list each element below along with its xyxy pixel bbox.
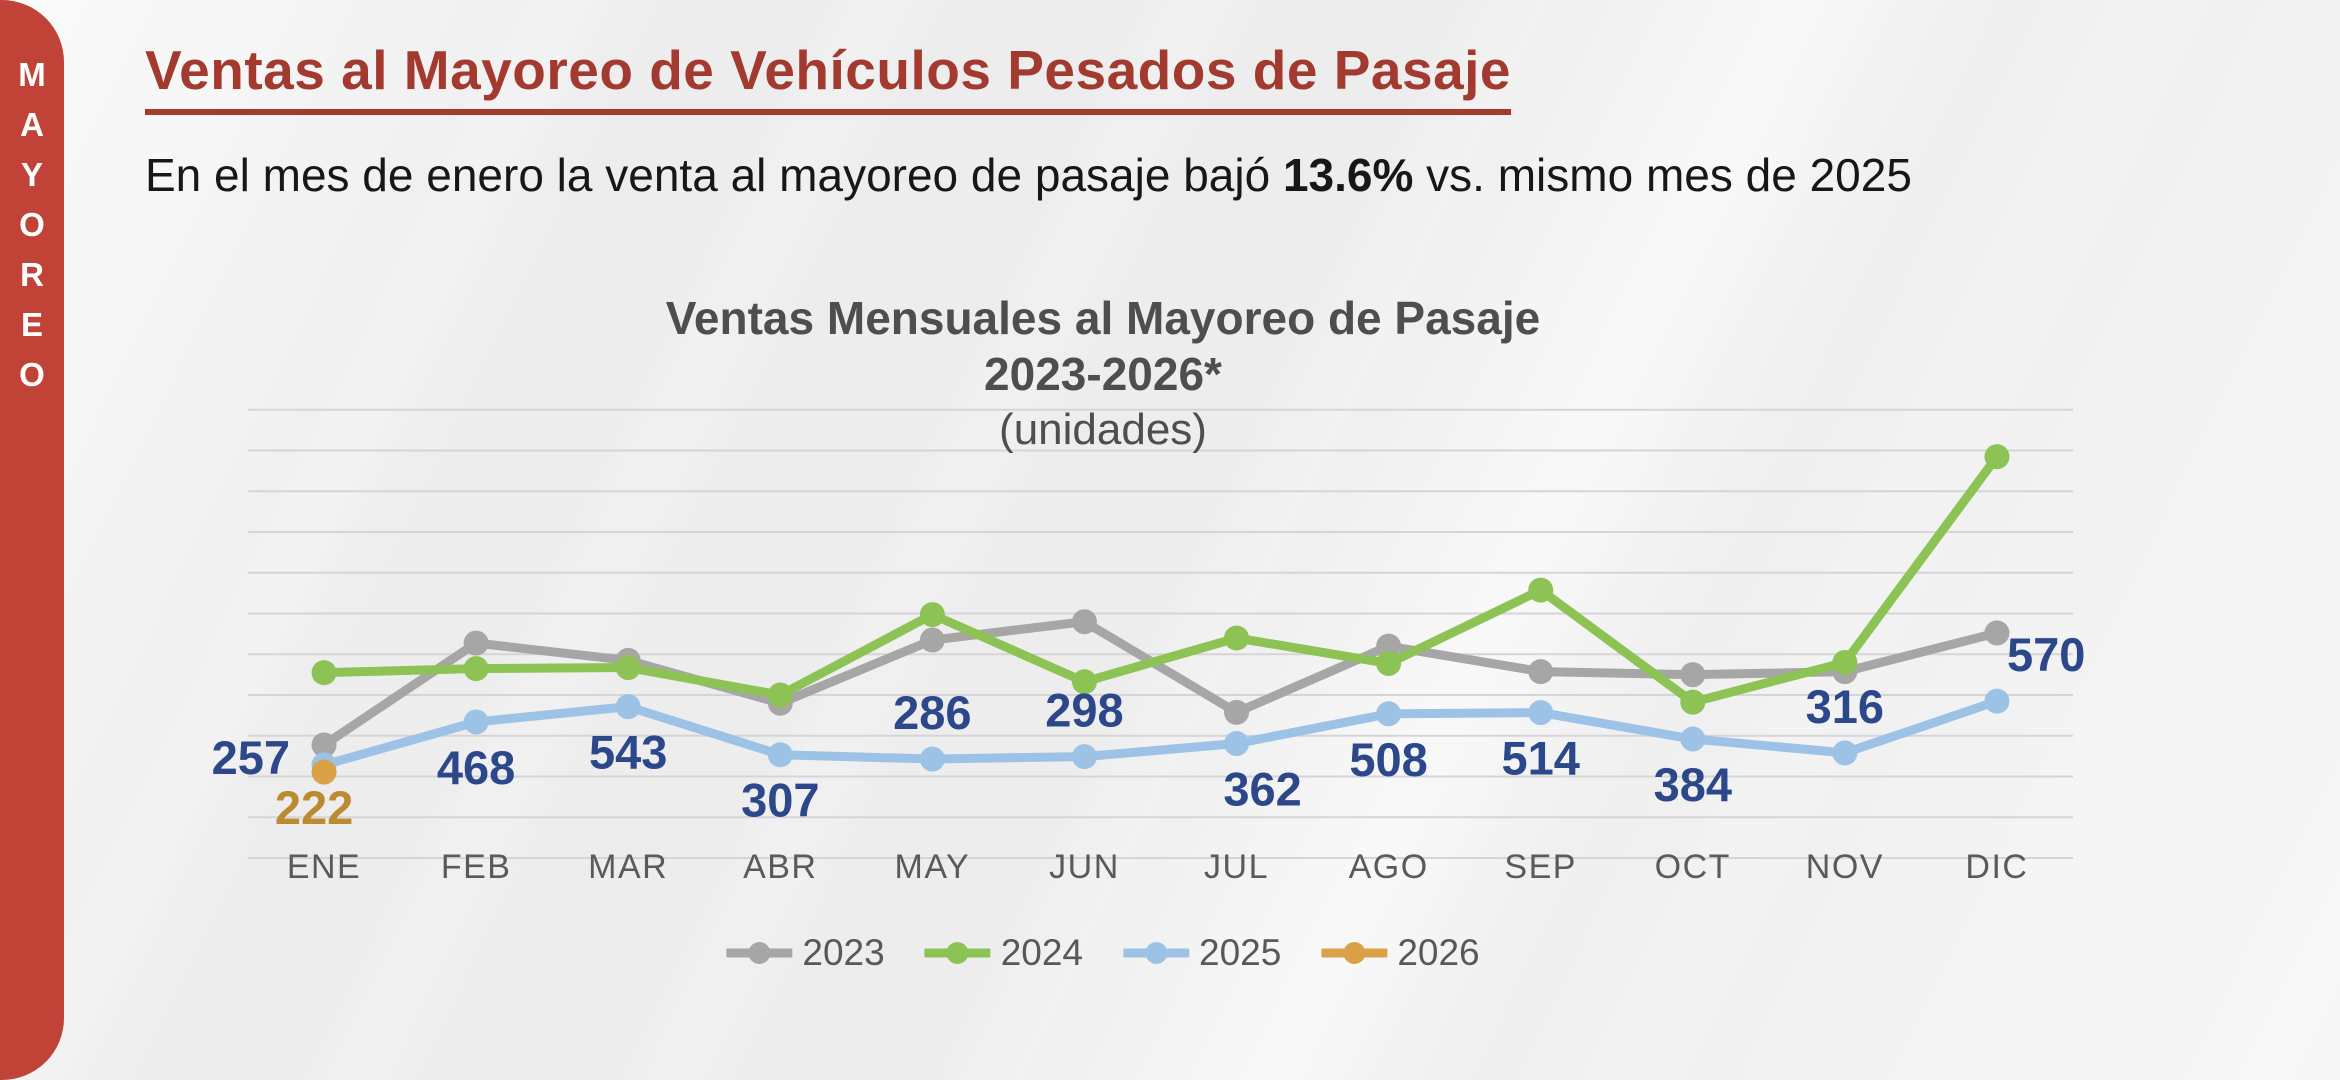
point-2025-JUL: [1224, 731, 1250, 757]
legend-marker-2023: [726, 942, 793, 964]
sidebar-letter-2: Y: [20, 156, 43, 193]
point-2024-DIC: [1984, 444, 2010, 470]
subtitle-percentage: 13.6%: [1282, 149, 1414, 201]
data-label-2025-ABR: 307: [741, 774, 819, 827]
x-tick-FEB: FEB: [441, 848, 512, 886]
data-label-2025-SEP: 514: [1501, 732, 1579, 785]
x-tick-ENE: ENE: [287, 848, 361, 886]
subtitle-suffix: vs. mismo mes de 2025: [1413, 149, 1912, 201]
legend-item-2026: 2026: [1321, 932, 1480, 974]
point-2024-SEP: [1528, 577, 1554, 603]
data-label-2025-NOV: 316: [1806, 680, 1884, 733]
point-2025-MAY: [919, 746, 945, 772]
page-title: Ventas al Mayoreo de Vehículos Pesados d…: [145, 38, 1512, 115]
data-label-2025-JUL: 362: [1223, 763, 1301, 816]
point-2025-FEB: [463, 709, 489, 735]
legend-marker-2024: [924, 942, 991, 964]
point-2023-MAY: [919, 627, 945, 653]
point-2024-FEB: [463, 656, 489, 682]
line-2023: [319, 617, 2002, 750]
x-tick-AGO: AGO: [1349, 848, 1429, 886]
legend-label-2024: 2024: [1000, 932, 1083, 973]
subtitle-prefix: En el mes de enero la venta al mayoreo d…: [145, 149, 1283, 201]
point-2026-ENE: [311, 759, 337, 785]
sidebar-letter-3: O: [19, 206, 45, 243]
data-label-2025-FEB: 468: [437, 741, 515, 794]
data-label-2025-ENE: 257: [212, 731, 290, 784]
data-label-2025-AGO: 508: [1349, 733, 1427, 786]
point-2023-JUL: [1224, 699, 1250, 725]
point-2025-ABR: [767, 742, 793, 768]
x-tick-OCT: OCT: [1655, 848, 1731, 886]
legend-dot-2025: [1145, 942, 1167, 964]
point-2025-MAR: [615, 694, 641, 720]
data-label-2025-MAY: 286: [893, 686, 971, 739]
data-label-2026-ENE: 222: [275, 781, 353, 834]
point-2024-MAR: [615, 655, 641, 681]
sidebar-letter-1: A: [20, 106, 44, 143]
data-label-2025-DIC: 570: [2007, 628, 2085, 681]
legend-item-2023: 2023: [726, 932, 885, 974]
point-2024-ENE: [311, 660, 337, 686]
point-2024-OCT: [1680, 689, 1706, 715]
legend-dot-2023: [748, 942, 771, 964]
data-label-2025-JUN: 298: [1045, 684, 1123, 737]
point-2025-DIC: [1984, 688, 2010, 714]
point-2023-DIC: [1984, 620, 2010, 646]
point-2025-JUN: [1071, 744, 1097, 770]
point-2023-ENE: [311, 732, 337, 758]
point-2024-ABR: [767, 682, 793, 708]
point-2023-FEB: [463, 630, 489, 656]
point-2024-JUN: [1071, 669, 1097, 695]
x-tick-MAY: MAY: [895, 848, 971, 886]
line-2024: [319, 452, 2002, 707]
legend-dot-2024: [946, 942, 969, 964]
x-tick-SEP: SEP: [1504, 848, 1577, 886]
legend-marker-2026: [1321, 942, 1388, 964]
point-2024-AGO: [1376, 650, 1402, 676]
x-tick-MAR: MAR: [588, 848, 668, 886]
point-2024-JUL: [1224, 625, 1250, 651]
x-tick-ABR: ABR: [743, 848, 817, 886]
point-2025-NOV: [1832, 740, 1858, 766]
point-2023-OCT: [1680, 662, 1706, 688]
legend-label-2025: 2025: [1199, 932, 1282, 973]
sidebar-letter-6: O: [19, 356, 45, 393]
subtitle: En el mes de enero la venta al mayoreo d…: [145, 146, 2155, 206]
legend-item-2025: 2025: [1123, 932, 1281, 974]
legend-marker-2025: [1123, 942, 1189, 964]
point-2025-AGO: [1376, 701, 1402, 727]
legend-label-2026: 2026: [1397, 932, 1480, 973]
chart-title-line1: Ventas Mensuales al Mayoreo de Pasaje: [665, 292, 1541, 344]
legend-dot-2026: [1343, 942, 1366, 964]
data-label-2025-OCT: 384: [1654, 758, 1732, 811]
sidebar-letter-5: E: [20, 306, 43, 343]
sidebar-letter-0: M: [18, 56, 46, 93]
x-tick-NOV: NOV: [1806, 848, 1884, 886]
legend-item-2024: 2024: [924, 932, 1083, 974]
data-label-2025-MAR: 543: [589, 726, 667, 779]
point-2024-MAY: [919, 602, 945, 628]
line-2025: [319, 696, 2002, 770]
point-2023-JUN: [1071, 609, 1097, 635]
chart-title: Ventas Mensuales al Mayoreo de Pasaje 20…: [666, 290, 1540, 458]
point-2023-AGO: [1376, 633, 1402, 659]
legend-label-2023: 2023: [802, 932, 885, 973]
chart-title-units: (unidades): [999, 405, 1207, 454]
x-tick-JUL: JUL: [1204, 848, 1269, 886]
point-2025-SEP: [1528, 700, 1554, 726]
sidebar-letter-4: R: [20, 256, 44, 293]
chart-legend: 2023 2024 2025 2026: [726, 932, 1480, 974]
point-2023-SEP: [1528, 659, 1554, 685]
chart-title-line2: 2023-2026*: [984, 348, 1222, 400]
point-2024-NOV: [1832, 649, 1858, 675]
x-tick-DIC: DIC: [1965, 848, 2028, 886]
x-tick-JUN: JUN: [1049, 848, 1120, 886]
point-2025-OCT: [1680, 726, 1706, 752]
